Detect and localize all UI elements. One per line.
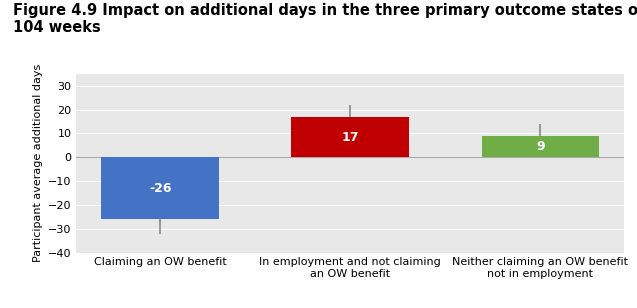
Bar xyxy=(291,117,410,157)
Text: 17: 17 xyxy=(341,131,359,144)
Text: -26: -26 xyxy=(149,182,171,195)
Bar xyxy=(482,136,599,157)
Bar xyxy=(101,157,219,219)
Text: 9: 9 xyxy=(536,140,545,153)
Y-axis label: Participant average additional days: Participant average additional days xyxy=(32,64,43,262)
Text: Figure 4.9 Impact on additional days in the three primary outcome states over
10: Figure 4.9 Impact on additional days in … xyxy=(13,3,637,35)
